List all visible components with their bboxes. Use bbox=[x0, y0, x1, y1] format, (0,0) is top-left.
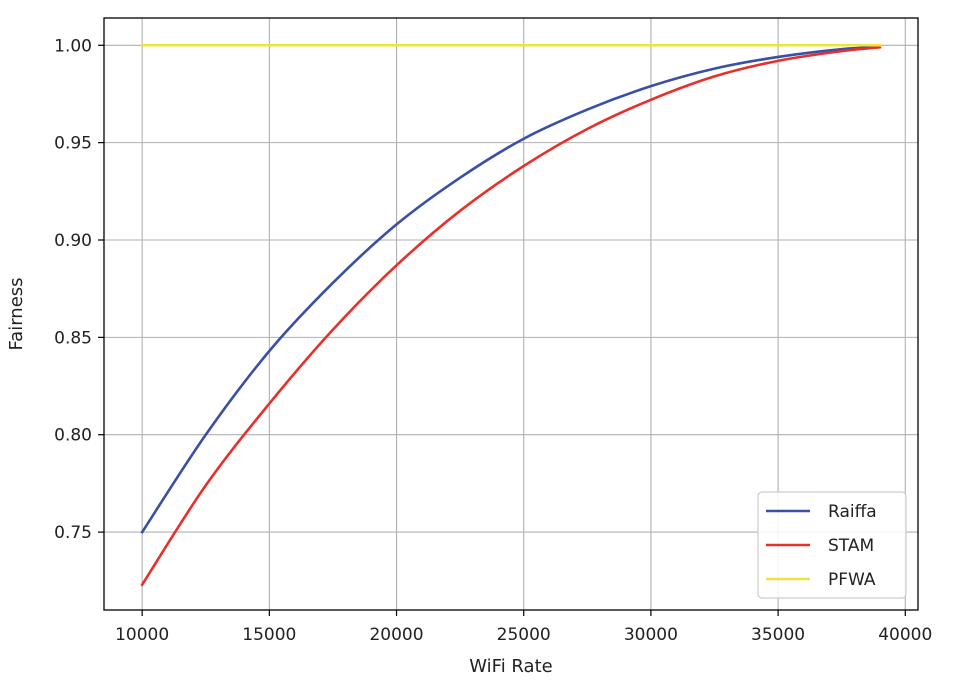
x-axis-ticks: 10000 15000 20000 25000 30000 35000 40000 bbox=[115, 610, 932, 645]
y-tick-label: 0.75 bbox=[54, 523, 92, 543]
x-tick-label: 15000 bbox=[242, 625, 296, 645]
y-tick-label: 0.90 bbox=[54, 231, 92, 251]
y-tick-label: 1.00 bbox=[54, 36, 92, 56]
y-tick-label: 0.80 bbox=[54, 426, 92, 446]
legend-label-raiffa: Raiffa bbox=[828, 502, 877, 522]
x-tick-label: 25000 bbox=[497, 625, 551, 645]
series-line-stam bbox=[140, 45, 882, 587]
series-lines bbox=[140, 43, 882, 587]
x-tick-label: 40000 bbox=[878, 625, 932, 645]
y-axis-label: Fairness bbox=[6, 277, 27, 350]
y-axis-ticks: 0.75 0.80 0.85 0.90 0.95 1.00 bbox=[54, 36, 104, 543]
x-tick-label: 35000 bbox=[751, 625, 805, 645]
x-axis-label: WiFi Rate bbox=[469, 656, 552, 677]
x-tick-label: 10000 bbox=[115, 625, 169, 645]
series-line-raiffa bbox=[140, 45, 882, 534]
y-tick-label: 0.95 bbox=[54, 134, 92, 154]
x-tick-label: 30000 bbox=[624, 625, 678, 645]
plot-frame bbox=[103, 17, 919, 611]
legend: Raiffa STAM PFWA bbox=[757, 491, 907, 599]
y-tick-label: 0.85 bbox=[54, 328, 92, 348]
legend-label-pfwa: PFWA bbox=[828, 570, 876, 590]
x-tick-label: 20000 bbox=[369, 625, 423, 645]
legend-box bbox=[757, 491, 907, 599]
legend-label-stam: STAM bbox=[828, 536, 874, 556]
